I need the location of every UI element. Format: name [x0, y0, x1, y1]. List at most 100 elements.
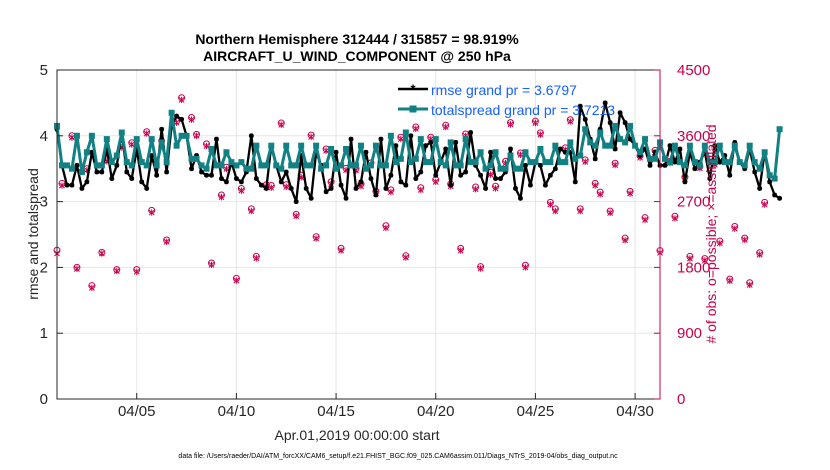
totalspread-point	[701, 142, 708, 149]
totalspread-point	[746, 142, 753, 149]
totalspread-point	[308, 162, 315, 169]
totalspread-point	[711, 159, 718, 166]
obs-assimilated-point	[338, 247, 345, 254]
rmse-point	[572, 179, 578, 185]
obs-assimilated-point	[323, 147, 330, 154]
obs-assimilated-point	[128, 141, 135, 148]
obs-assimilated-point	[627, 190, 634, 197]
totalspread-point	[372, 142, 379, 149]
rmse-point	[104, 146, 110, 152]
obs-assimilated-point	[293, 213, 300, 220]
rmse-point	[243, 169, 249, 175]
totalspread-point	[78, 168, 85, 175]
right-y-axis: 0 900 1800 2700 3600 4500	[654, 62, 710, 408]
totalspread-point	[328, 145, 335, 152]
rmse-point	[682, 179, 688, 185]
totalspread-point	[387, 132, 394, 139]
rmse-point	[353, 186, 359, 191]
rmse-point	[199, 169, 204, 175]
obs-assimilated-point	[143, 130, 150, 137]
rmse-point	[752, 169, 758, 175]
rmse-point	[567, 149, 573, 155]
rmse-point	[69, 182, 75, 188]
rmse-point	[368, 176, 374, 181]
totalspread-point	[557, 159, 564, 166]
totalspread-point	[248, 165, 255, 172]
obs-assimilated-point	[547, 201, 554, 208]
totalspread-point	[163, 159, 170, 166]
totalspread-point	[552, 142, 559, 149]
rmse-point	[742, 166, 748, 172]
rmse-point	[767, 179, 773, 185]
obs-assimilated-point	[726, 277, 733, 285]
obs-assimilated-point	[582, 158, 589, 165]
obs-assimilated-point	[133, 268, 140, 275]
rmse-point	[323, 189, 329, 195]
totalspread-point	[93, 162, 100, 169]
rmse-point	[677, 146, 683, 152]
rmse-point	[687, 149, 693, 155]
totalspread-point	[567, 139, 574, 146]
rmse-point	[348, 136, 354, 142]
left-y-tick-label-5: 5	[40, 62, 48, 79]
totalspread-point	[397, 155, 404, 162]
totalspread-point	[118, 129, 125, 136]
totalspread-point	[382, 162, 389, 169]
obs-assimilated-point	[731, 225, 738, 232]
totalspread-point	[766, 172, 773, 179]
obs-assimilated-point	[248, 207, 255, 215]
legend-rmse-marker: *	[410, 82, 416, 97]
totalspread-point	[223, 149, 230, 156]
obs-assimilated-point	[98, 250, 105, 257]
rmse-point	[483, 186, 488, 191]
obs-assimilated-point	[188, 116, 195, 123]
rmse-point	[204, 172, 209, 178]
obs-assimilated-point	[671, 215, 678, 222]
left-y-tick-label-2: 2	[40, 259, 48, 276]
obs-assimilated-point	[622, 237, 629, 244]
rmse-point	[388, 172, 394, 178]
right-y-tick-label-0: 0	[677, 391, 685, 408]
totalspread-point	[442, 162, 449, 169]
totalspread-point	[238, 159, 245, 166]
totalspread-point	[512, 165, 519, 172]
totalspread-point	[357, 142, 364, 149]
rmse-point	[418, 169, 424, 175]
obs-assimilated-point	[218, 194, 225, 201]
totalspread-point	[422, 159, 429, 166]
rmse-point	[214, 136, 219, 142]
rmse-point	[622, 120, 628, 126]
rmse-point	[99, 169, 105, 175]
totalspread-point	[632, 142, 639, 149]
totalspread-point	[597, 129, 604, 136]
totalspread-point	[612, 122, 619, 129]
rmse-point	[602, 100, 608, 106]
rmse-point	[627, 136, 633, 142]
totalspread-point	[721, 159, 728, 166]
obs-assimilated-point	[741, 236, 748, 244]
rmse-point	[612, 146, 618, 152]
obs-assimilated-point	[233, 277, 240, 284]
totalspread-point	[318, 165, 325, 172]
obs-assimilated-point	[283, 183, 290, 191]
x-tick-label-04/30: 04/30	[616, 403, 654, 420]
data-file-footnote: data file: /Users/raeder/DAI/ATM_forcXX/…	[178, 453, 618, 460]
totalspread-point	[98, 162, 105, 169]
totalspread-point	[686, 142, 693, 149]
totalspread-point	[577, 152, 584, 159]
rmse-point	[707, 176, 713, 181]
totalspread-point	[432, 136, 439, 143]
rmse-point	[448, 182, 454, 188]
obs-assimilated-point	[577, 207, 584, 215]
totalspread-point	[233, 162, 240, 169]
totalspread-point	[671, 142, 678, 149]
x-tick-label-04/20: 04/20	[417, 403, 455, 420]
totalspread-point	[333, 165, 340, 172]
rmse-point	[403, 182, 409, 188]
obs-assimilated-point	[163, 238, 170, 246]
totalspread-point	[627, 122, 634, 129]
rmse-point	[194, 153, 199, 158]
rmse-point	[124, 169, 130, 175]
totalspread-point	[542, 159, 549, 166]
rmse-point	[383, 186, 389, 191]
